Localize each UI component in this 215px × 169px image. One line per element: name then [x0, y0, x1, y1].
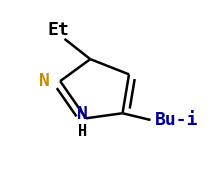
- Text: Et: Et: [47, 21, 69, 39]
- Text: Bu-i: Bu-i: [155, 111, 198, 129]
- Text: N: N: [38, 72, 49, 90]
- Text: N: N: [77, 105, 88, 123]
- Text: H: H: [78, 124, 87, 139]
